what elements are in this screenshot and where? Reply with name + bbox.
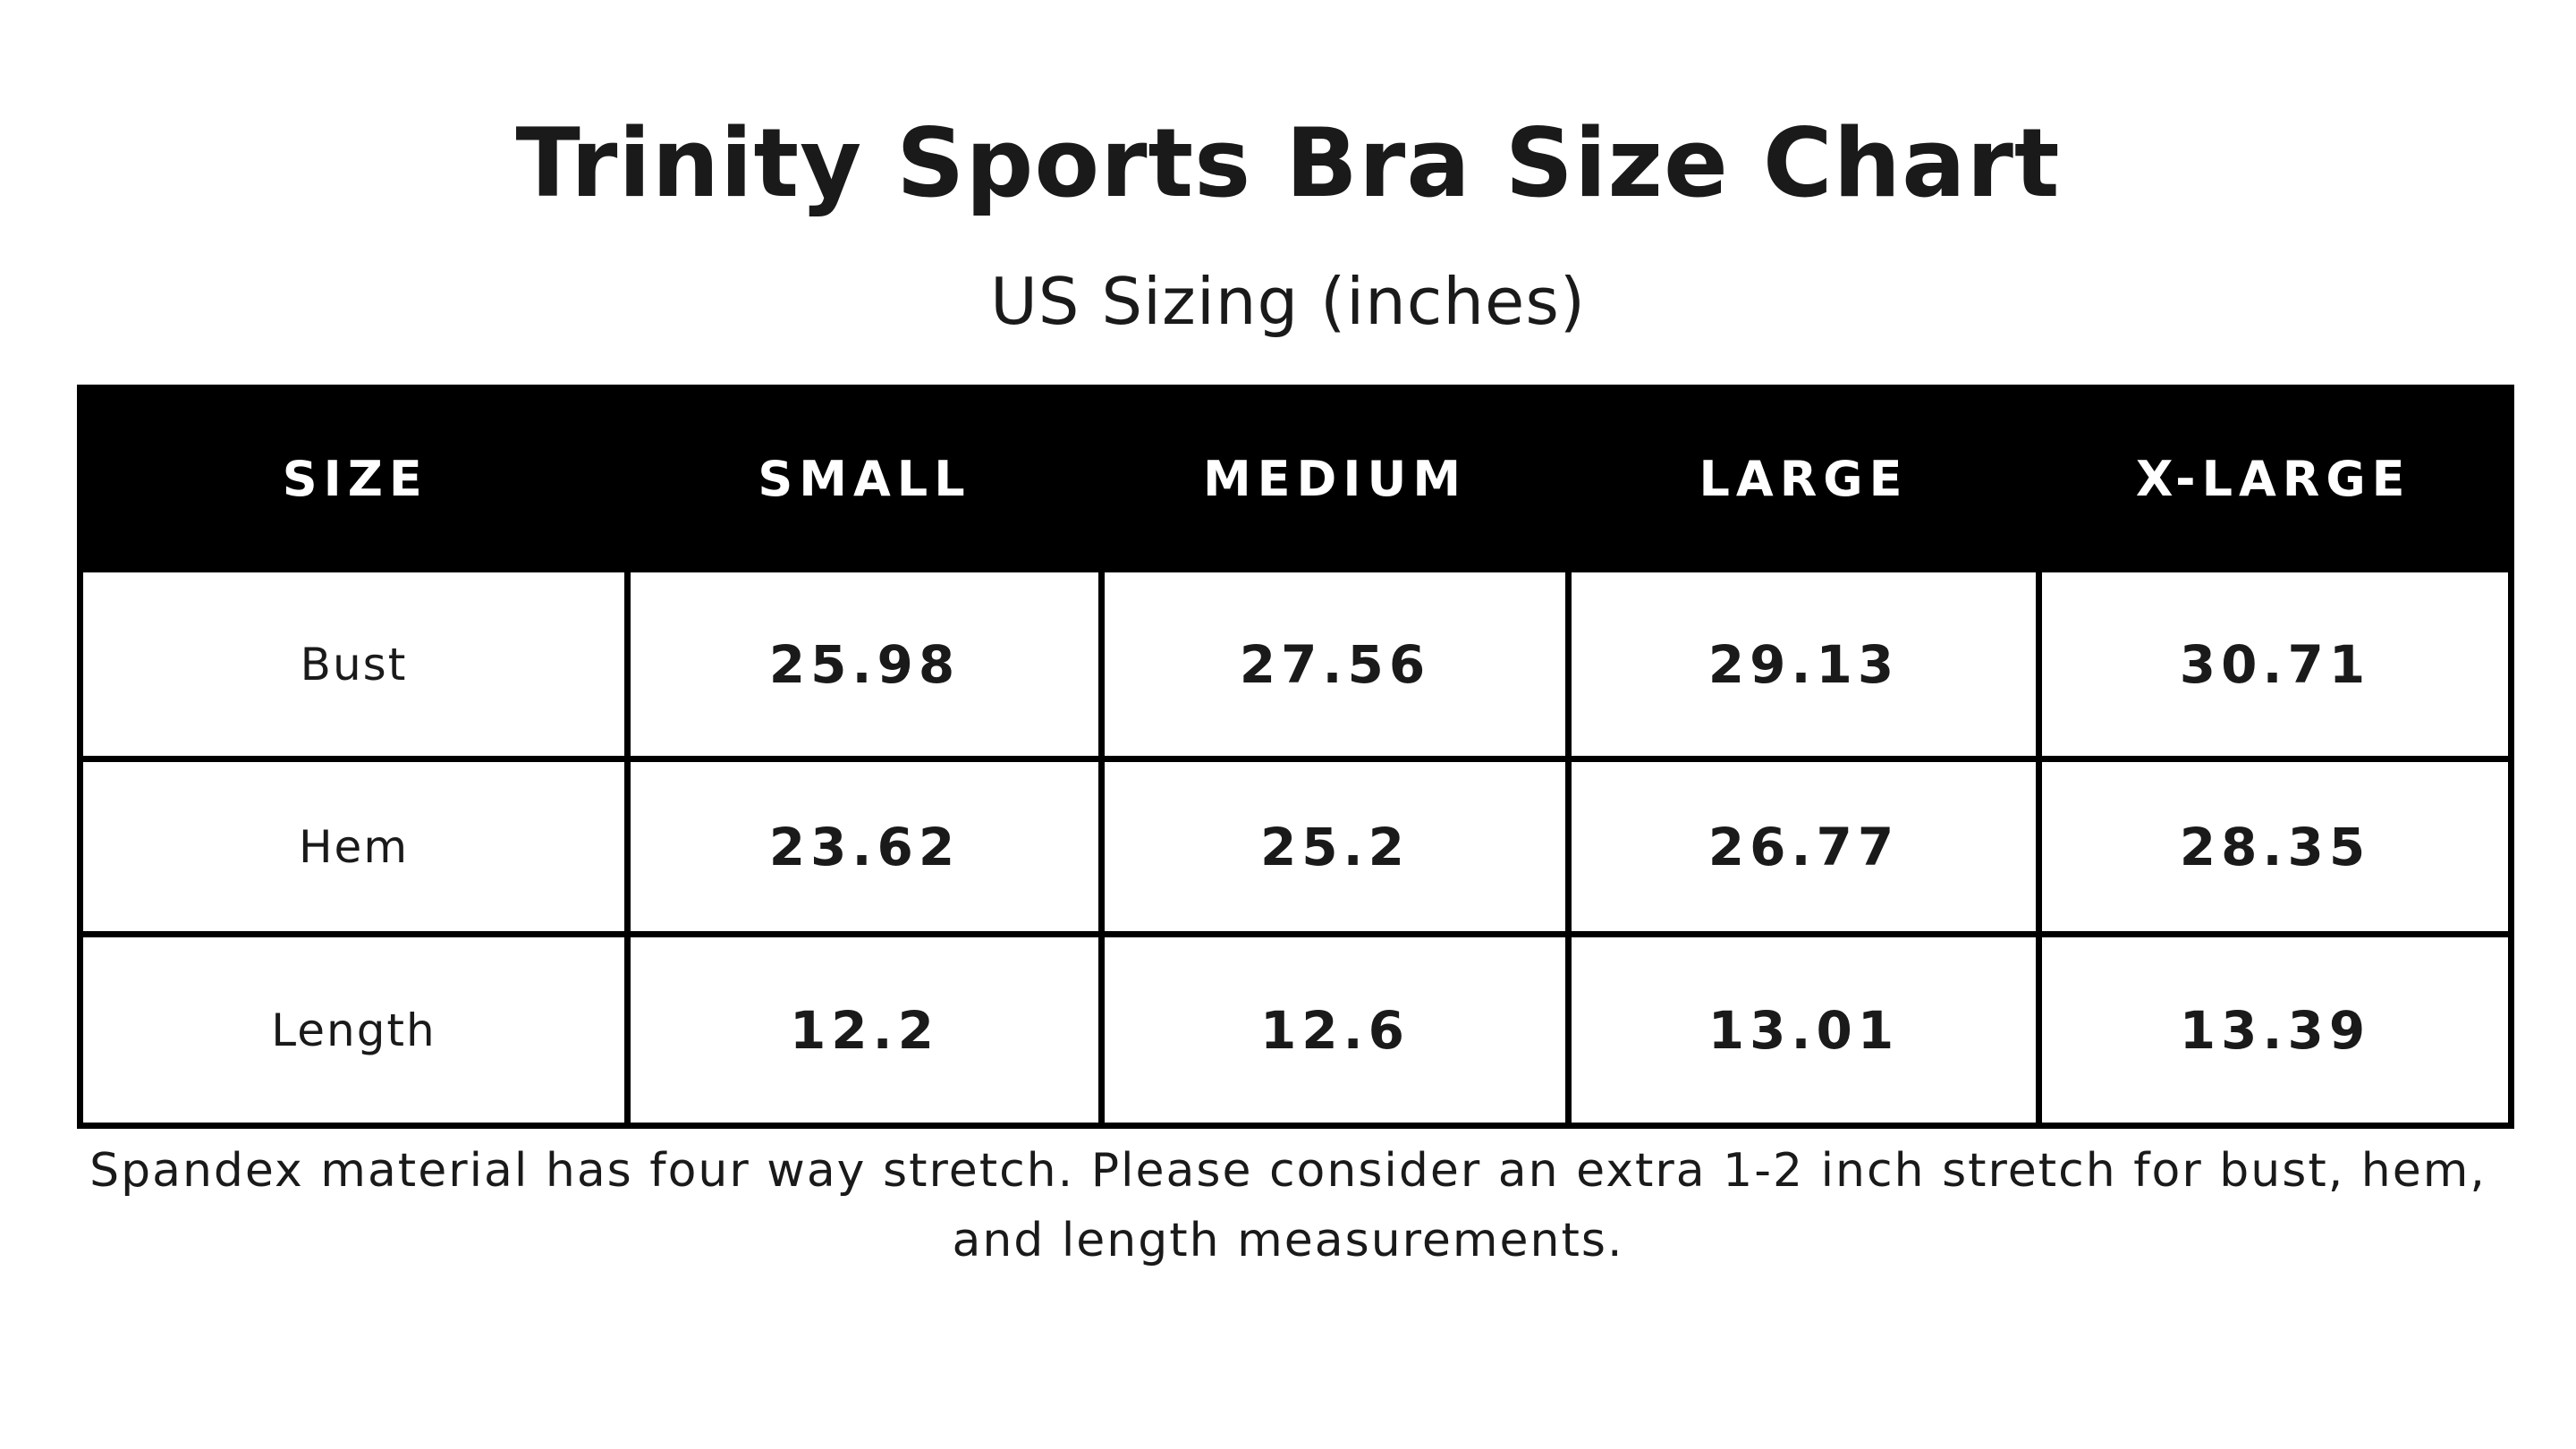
length-large: 13.01	[1565, 931, 2042, 1129]
table-row-bust: Bust 25.98 27.56 29.13 30.71	[77, 566, 2514, 762]
header-small: SMALL	[627, 387, 1102, 570]
header-x-large: X-LARGE	[2038, 387, 2512, 570]
bust-medium: 27.56	[1098, 566, 1572, 762]
bust-small: 25.98	[624, 566, 1105, 762]
bust-large: 29.13	[1565, 566, 2042, 762]
table-row-hem: Hem 23.62 25.2 26.77 28.35	[77, 756, 2514, 937]
table-row-length: Length 12.2 12.6 13.01 13.39	[77, 931, 2514, 1129]
row-label-bust: Bust	[77, 566, 631, 762]
page-title: Trinity Sports Bra Size Chart	[515, 108, 2061, 218]
hem-small: 23.62	[624, 756, 1105, 937]
header-size: SIZE	[80, 387, 628, 570]
length-medium: 12.6	[1098, 931, 1572, 1129]
row-label-hem: Hem	[77, 756, 631, 937]
length-small: 12.2	[624, 931, 1105, 1129]
table-header-row: SIZE SMALL MEDIUM LARGE X-LARGE	[80, 387, 2512, 570]
page-subtitle: US Sizing (inches)	[990, 264, 1586, 339]
size-table: SIZE SMALL MEDIUM LARGE X-LARGE Bust 25.…	[77, 385, 2514, 1129]
hem-large: 26.77	[1565, 756, 2042, 937]
hem-x-large: 28.35	[2036, 756, 2514, 937]
row-label-length: Length	[77, 931, 631, 1129]
length-x-large: 13.39	[2036, 931, 2514, 1129]
hem-medium: 25.2	[1098, 756, 1572, 937]
header-large: LARGE	[1568, 387, 2039, 570]
bust-x-large: 30.71	[2036, 566, 2514, 762]
header-medium: MEDIUM	[1101, 387, 1569, 570]
stretch-note: Spandex material has four way stretch. P…	[89, 1144, 2487, 1267]
